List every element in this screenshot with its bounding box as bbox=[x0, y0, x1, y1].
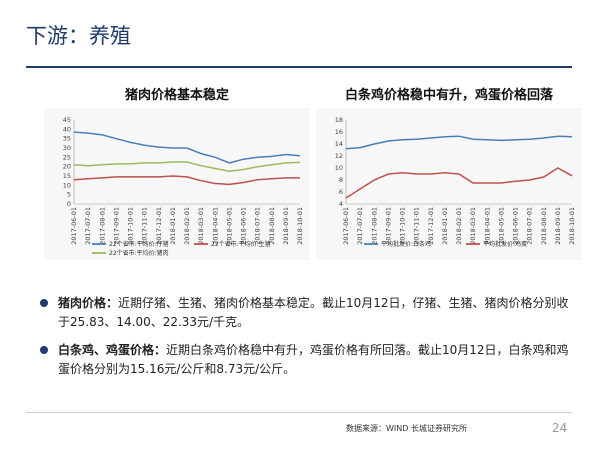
x-tick-label: 2017-10-01 bbox=[127, 207, 135, 245]
x-tick-label: 2018-02-01 bbox=[183, 207, 191, 245]
x-tick-label: 2018-05-01 bbox=[497, 207, 505, 245]
legend-label: 22个省市:平均价:猪肉 bbox=[109, 249, 169, 257]
x-tick-label: 2018-01-01 bbox=[169, 207, 177, 245]
x-tick-label: 2018-01-01 bbox=[441, 207, 449, 245]
series-line-0-0 bbox=[73, 131, 301, 164]
x-tick-label: 2017-06-01 bbox=[342, 207, 350, 245]
legend-label: 平均批发价:白条鸡 bbox=[381, 240, 431, 248]
x-tick-label: 2018-02-01 bbox=[455, 207, 463, 245]
series-line-0-1 bbox=[73, 175, 300, 186]
x-tick-label: 2017-09-01 bbox=[112, 207, 120, 245]
x-tick-label: 2018-07-01 bbox=[526, 207, 534, 245]
y-tick-label: 12 bbox=[335, 152, 343, 160]
y-tick-label: 45 bbox=[63, 116, 71, 124]
bullet-heading: 猪肉价格： bbox=[58, 296, 119, 310]
page-number: 24 bbox=[552, 421, 568, 435]
y-tick-label: 8 bbox=[339, 176, 343, 184]
bullet-pork: 猪肉价格：近期仔猪、生猪、猪肉价格基本稳定。截止10月12日，仔猪、生猪、猪肉价… bbox=[40, 294, 580, 332]
x-tick-label: 2018-04-01 bbox=[483, 207, 491, 245]
series-line-1-0 bbox=[345, 135, 573, 150]
y-tick-label: 4 bbox=[339, 200, 343, 208]
x-tick-label: 2017-10-01 bbox=[399, 207, 407, 245]
data-source: 数据来源：WIND 长城证券研究所 bbox=[346, 424, 467, 433]
x-tick-label: 2017-08-01 bbox=[98, 207, 106, 245]
y-tick-label: 25 bbox=[63, 153, 71, 161]
x-tick-label: 2018-10-01 bbox=[296, 207, 304, 245]
bullet-dot-icon bbox=[40, 299, 48, 307]
x-tick-label: 2018-09-01 bbox=[554, 207, 562, 245]
page-title: 下游：养殖 bbox=[26, 24, 131, 48]
x-tick-label: 2018-07-01 bbox=[254, 207, 262, 245]
y-tick-label: 10 bbox=[63, 181, 71, 189]
y-tick-label: 5 bbox=[67, 191, 71, 199]
y-tick-label: 40 bbox=[63, 125, 71, 133]
y-tick-label: 30 bbox=[63, 144, 71, 152]
bullet-poultry: 白条鸡、鸡蛋价格：近期白条鸡价格稳中有升，鸡蛋价格有所回落。截止10月12日，白… bbox=[40, 341, 580, 379]
pork-price-chart: 0 5 10 15 20 25 30 35 40 45 2017-06-01 2017-07-01 20… bbox=[44, 108, 310, 260]
x-tick-label: 2017-09-01 bbox=[384, 207, 392, 245]
chart-title-poultry: 白条鸡价格稳中有升，鸡蛋价格回落 bbox=[344, 88, 553, 103]
poultry-chart-svg: 4 6 8 10 12 14 16 18 2017-06-01 2017-07-01 2017-08… bbox=[335, 116, 576, 248]
y-tick-label: 15 bbox=[63, 172, 71, 180]
x-tick-label: 2017-08-01 bbox=[370, 207, 378, 245]
series-line-1-1 bbox=[345, 167, 573, 199]
x-tick-label: 2018-09-01 bbox=[282, 207, 290, 245]
x-tick-label: 2017-06-01 bbox=[70, 207, 78, 245]
x-tick-label: 2017-11-01 bbox=[141, 207, 149, 245]
legend-label: 22个省市:平均价:仔猪 bbox=[109, 240, 169, 248]
x-tick-label: 2018-06-01 bbox=[240, 207, 248, 245]
y-tick-label: 14 bbox=[335, 140, 343, 148]
y-tick-label: 10 bbox=[335, 164, 343, 172]
legend-label: 平均批发价:鸡蛋 bbox=[483, 240, 527, 248]
x-tick-label: 2018-03-01 bbox=[469, 207, 477, 245]
bullet-dot-icon bbox=[40, 346, 48, 354]
x-tick-label: 2017-07-01 bbox=[356, 207, 364, 245]
y-tick-label: 0 bbox=[67, 200, 71, 208]
y-tick-label: 18 bbox=[335, 116, 343, 124]
poultry-price-chart: 4 6 8 10 12 14 16 18 2017-06-01 2017-07-01 2017-08… bbox=[316, 108, 582, 260]
x-tick-label: 2017-11-01 bbox=[413, 207, 421, 245]
bullet-text: 近期仔猪、生猪、猪肉价格基本稳定。截止10月12日，仔猪、生猪、猪肉价格分别收于… bbox=[58, 296, 569, 329]
x-tick-label: 2017-07-01 bbox=[84, 207, 92, 245]
footer-divider bbox=[26, 412, 572, 413]
legend-label: 22个省市:平均价:生猪 bbox=[211, 240, 271, 248]
y-tick-label: 16 bbox=[335, 128, 343, 136]
bullet-list: 猪肉价格：近期仔猪、生猪、猪肉价格基本稳定。截止10月12日，仔猪、生猪、猪肉价… bbox=[40, 294, 580, 388]
x-tick-label: 2017-12-01 bbox=[155, 207, 163, 245]
series-line-0-2 bbox=[73, 161, 301, 173]
x-tick-label: 2018-08-01 bbox=[540, 207, 548, 245]
x-tick-label: 2018-04-01 bbox=[211, 207, 219, 245]
x-tick-label: 2018-05-01 bbox=[225, 207, 233, 245]
x-tick-label: 2018-03-01 bbox=[197, 207, 205, 245]
title-rule bbox=[26, 66, 572, 68]
x-tick-label: 2017-12-01 bbox=[427, 207, 435, 245]
y-tick-label: 6 bbox=[339, 188, 343, 196]
y-tick-label: 20 bbox=[63, 163, 71, 171]
x-tick-label: 2018-10-01 bbox=[568, 207, 576, 245]
bullet-text: 近期白条鸡价格稳中有升，鸡蛋价格有所回落。截止10月12日，白条鸡和鸡蛋价格分别… bbox=[58, 343, 569, 376]
x-tick-label: 2018-06-01 bbox=[512, 207, 520, 245]
y-tick-label: 35 bbox=[63, 135, 71, 143]
chart-title-pork: 猪肉价格基本稳定 bbox=[124, 88, 229, 103]
x-tick-label: 2018-08-01 bbox=[268, 207, 276, 245]
bullet-heading: 白条鸡、鸡蛋价格： bbox=[58, 343, 167, 357]
